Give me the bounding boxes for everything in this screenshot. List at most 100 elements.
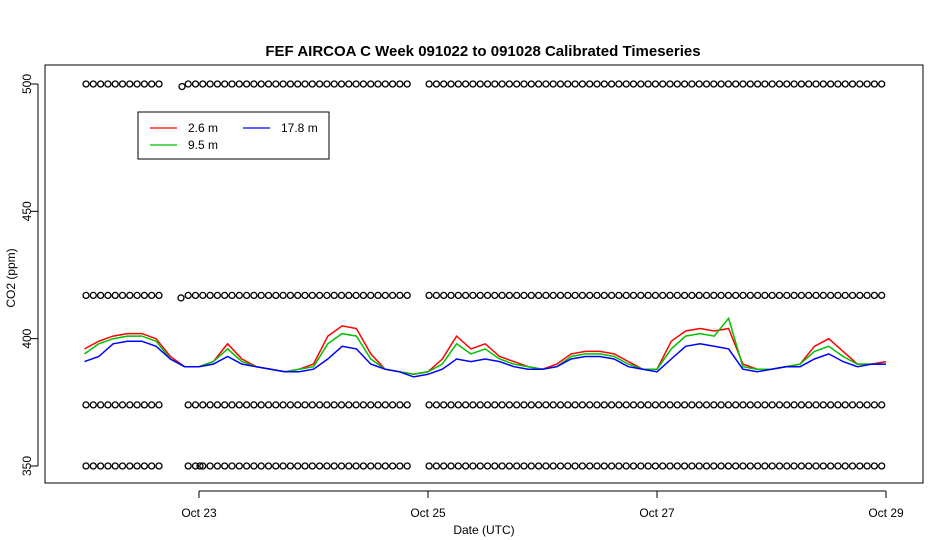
calibration-point: [330, 80, 338, 88]
calibration-point: [330, 401, 338, 409]
calibration-point: [848, 291, 857, 300]
calibration-point: [790, 401, 798, 409]
calibration-point: [834, 462, 842, 470]
calibration-point: [403, 401, 411, 409]
calibration-point: [724, 462, 733, 470]
calibration-point: [184, 291, 192, 300]
calibration-point: [337, 80, 346, 88]
calibration-point: [257, 80, 265, 88]
calibration-point: [819, 462, 827, 470]
x-tick-label: Oct 25: [410, 506, 446, 520]
calibration-point: [826, 401, 835, 409]
calibration-point: [527, 401, 535, 409]
calibration-point: [775, 291, 784, 300]
calibration-point: [834, 80, 842, 88]
calibration-point: [622, 401, 630, 409]
calibration-point: [440, 462, 448, 470]
calibration-point: [491, 462, 499, 470]
calibration-point: [870, 401, 879, 409]
calibration-point: [856, 401, 864, 409]
y-tick-label: 500: [20, 74, 34, 94]
calibration-point: [330, 462, 338, 470]
calibration-point: [250, 401, 258, 409]
calibration-point: [841, 80, 849, 88]
calibration-point: [257, 401, 265, 409]
calibration-point: [469, 462, 477, 470]
calibration-point: [498, 462, 506, 470]
calibration-point: [768, 401, 776, 409]
calibration-point: [250, 291, 258, 300]
calibration-point: [381, 462, 389, 470]
calibration-point: [644, 80, 652, 88]
calibration-point: [761, 401, 769, 409]
calibration-point: [126, 291, 134, 300]
calibration-point: [155, 291, 163, 300]
calibration-point: [155, 80, 163, 88]
calibration-point: [308, 291, 316, 300]
calibration-point: [527, 291, 535, 300]
calibration-point: [315, 80, 324, 88]
calibration-point: [571, 80, 579, 88]
calibration-point: [352, 80, 360, 88]
calibration-point: [301, 291, 309, 300]
calibration-point: [483, 80, 492, 88]
calibration-point: [301, 80, 309, 88]
calibration-point: [461, 80, 470, 88]
calibration-point: [447, 462, 455, 470]
calibration-point: [396, 80, 404, 88]
calibration-point: [118, 291, 127, 300]
calibration-point: [388, 80, 397, 88]
calibration-point: [381, 80, 389, 88]
calibration-point: [388, 401, 397, 409]
calibration-point: [666, 80, 674, 88]
calibration-point: [724, 401, 733, 409]
calibration-point: [520, 462, 528, 470]
calibration-point: [615, 401, 623, 409]
calibration-point: [549, 291, 557, 300]
calibration-point: [228, 291, 236, 300]
calibration-point: [870, 80, 879, 88]
calibration-point: [286, 462, 295, 470]
calibration-point: [469, 80, 477, 88]
calibration-point: [279, 291, 287, 300]
series-lines: [84, 316, 887, 378]
calibration-point: [432, 291, 441, 300]
calibration-point: [461, 401, 470, 409]
calibration-point: [491, 401, 499, 409]
calibration-point: [206, 462, 214, 470]
calibration-point: [213, 462, 222, 470]
calibration-point: [659, 462, 667, 470]
calibration-point: [805, 291, 813, 300]
calibration-point: [206, 80, 214, 88]
calibration-point: [702, 80, 711, 88]
calibration-point: [841, 291, 849, 300]
calibration-point: [133, 291, 141, 300]
calibration-point: [264, 401, 273, 409]
calibration-point: [870, 291, 879, 300]
calibration-point: [96, 401, 105, 409]
calibration-point: [527, 80, 535, 88]
calibration-point: [140, 80, 149, 88]
calibration-point: [673, 462, 681, 470]
calibration-point: [659, 291, 667, 300]
x-tick-label: Oct 29: [868, 506, 904, 520]
calibration-point: [783, 80, 791, 88]
calibration-point: [432, 462, 441, 470]
calibration-point: [688, 291, 696, 300]
legend-label: 17.8 m: [281, 121, 318, 135]
calibration-point: [483, 291, 492, 300]
calibration-point: [323, 462, 331, 470]
calibration-point: [775, 462, 784, 470]
calibration-point: [461, 462, 470, 470]
calibration-point: [520, 80, 528, 88]
calibration-point: [308, 401, 316, 409]
legend-label: 2.6 m: [188, 121, 218, 135]
calibration-point: [717, 80, 725, 88]
calibration-point: [447, 401, 455, 409]
calibration-point: [724, 80, 733, 88]
calibration-point: [732, 80, 740, 88]
calibration-point: [425, 291, 433, 300]
calibration-point: [600, 462, 608, 470]
calibration-point: [345, 80, 353, 88]
